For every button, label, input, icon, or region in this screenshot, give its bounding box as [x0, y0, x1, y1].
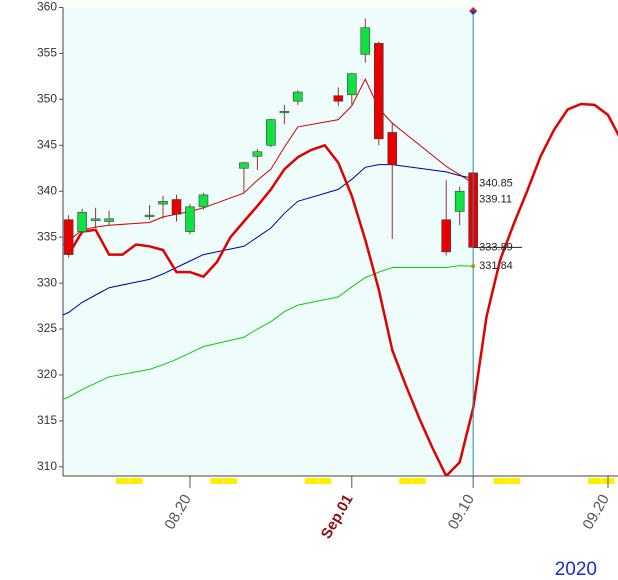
- weekend-marker: [318, 478, 332, 484]
- y-tick-label: 315: [37, 413, 57, 427]
- weekend-marker: [588, 478, 602, 484]
- price-dot: [471, 264, 476, 269]
- x-tick-label: 08.20: [161, 491, 194, 532]
- candle-body: [387, 132, 398, 165]
- weekend-marker: [507, 478, 521, 484]
- weekend-marker: [493, 478, 507, 484]
- y-tick-label: 345: [37, 137, 57, 151]
- x-tick-label: Sep.01: [318, 491, 357, 541]
- moving-average-line: [63, 265, 474, 400]
- price-label: 339.11: [479, 193, 512, 205]
- price-label: 331.84: [479, 260, 513, 272]
- candle-body: [239, 162, 249, 169]
- weekend-marker: [116, 478, 130, 484]
- candle-body: [441, 219, 451, 253]
- y-tick-label: 320: [37, 367, 57, 381]
- y-tick-label: 360: [37, 0, 57, 14]
- candle-body: [90, 218, 101, 221]
- moving-average-line: [63, 164, 474, 316]
- projection-curve: [67, 102, 618, 476]
- year-label: 2020: [555, 559, 597, 580]
- x-tick-label: 09.20: [579, 491, 612, 532]
- y-tick-label: 330: [37, 275, 57, 289]
- candle-body: [293, 91, 303, 102]
- weekend-marker: [223, 478, 237, 484]
- weekend-marker: [399, 478, 413, 484]
- candle-body: [198, 194, 209, 208]
- candle-body: [454, 190, 465, 212]
- plot-background: [63, 7, 474, 476]
- cursor-marker-bottom: [469, 11, 478, 15]
- candle-body: [346, 73, 357, 96]
- weekend-marker: [304, 478, 318, 484]
- candle-body: [158, 201, 168, 205]
- x-tick-label: 09.10: [445, 491, 478, 532]
- weekend-marker: [210, 478, 224, 484]
- candle-body: [360, 27, 371, 55]
- y-tick-label: 310: [37, 459, 57, 473]
- plot-background-future: [473, 7, 618, 476]
- y-tick-label: 340: [37, 183, 57, 197]
- candle-body: [279, 111, 290, 114]
- candle-body: [77, 212, 87, 232]
- candle-body: [333, 95, 344, 102]
- price-label: 340.85: [479, 177, 513, 189]
- y-tick-label: 350: [37, 92, 57, 106]
- candle-body: [266, 119, 276, 146]
- candle-body: [63, 219, 74, 255]
- weekend-marker: [129, 478, 143, 484]
- y-tick-label: 325: [37, 321, 57, 335]
- candle-body: [252, 151, 263, 157]
- candle-body: [373, 43, 384, 140]
- plot-area: [63, 18, 618, 476]
- price-label: 333.89: [479, 241, 513, 253]
- cursor-marker-top: [469, 7, 478, 11]
- candle-body: [171, 199, 182, 215]
- candle-body: [144, 214, 155, 217]
- candle-body: [104, 218, 114, 222]
- weekend-marker: [412, 478, 426, 484]
- candle-body: [185, 206, 195, 232]
- y-tick-label: 355: [37, 46, 57, 60]
- y-tick-label: 335: [37, 229, 57, 243]
